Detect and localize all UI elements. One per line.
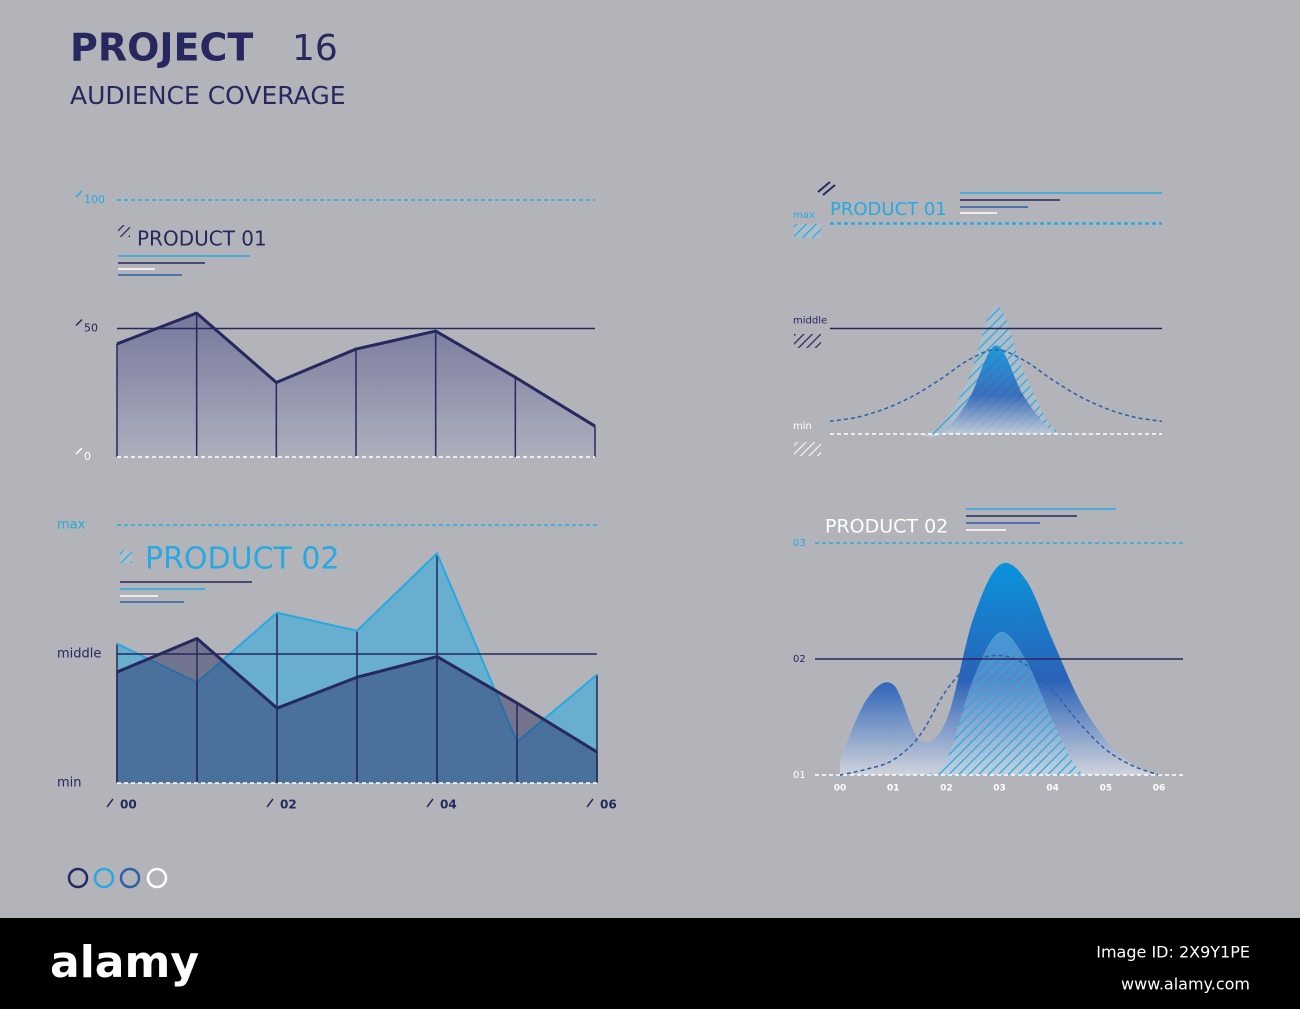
x-tick-label: 00: [834, 784, 847, 794]
x-tick-label: 05: [1100, 784, 1113, 794]
y-tick-label: 50: [84, 322, 98, 335]
x-tick-slash: [106, 798, 114, 808]
footer-bar: [0, 918, 1300, 1009]
tick-slash: [75, 447, 83, 455]
density-curve: [829, 348, 1163, 423]
density-area: [840, 631, 1159, 777]
x-tick-label: 01: [887, 784, 900, 794]
y-tick-label: 03: [793, 538, 806, 549]
y-tick-label: 02: [793, 654, 806, 665]
x-tick-label: 02: [940, 784, 953, 794]
y-tick-label: middle: [793, 316, 827, 327]
title: PROJECT: [70, 26, 253, 70]
x-tick-slash: [266, 798, 274, 808]
density-area: [830, 345, 1162, 437]
decor: [118, 181, 1162, 603]
x-tick-label: 00: [120, 798, 137, 812]
x-tick-slash: [586, 798, 594, 808]
chart-title: PRODUCT 01: [137, 227, 267, 251]
y-tick-label: 100: [84, 193, 105, 206]
x-tick-label: 02: [280, 798, 297, 812]
x-tick-label: 06: [600, 798, 617, 812]
y-tick-label: middle: [57, 647, 101, 662]
tick-slash: [75, 318, 83, 327]
footer-url: www.alamy.com: [1121, 975, 1250, 994]
area-line: [116, 311, 596, 428]
x-tick-label: 06: [1153, 784, 1166, 794]
chart-title: PRODUCT 01: [830, 199, 947, 220]
y-tick-label: max: [793, 210, 815, 221]
footer-image-id: Image ID: 2X9Y1PE: [1096, 943, 1250, 962]
footer-logo: alamy: [50, 937, 199, 988]
chart-title: PRODUCT 02: [825, 516, 948, 538]
subtitle: AUDIENCE COVERAGE: [70, 81, 346, 110]
density-curve: [839, 654, 1160, 776]
x-tick-label: 04: [440, 798, 457, 812]
x-tick-slash: [426, 798, 434, 808]
y-tick-label: max: [57, 518, 86, 533]
area-line: [116, 637, 598, 754]
y-tick-label: min: [57, 776, 82, 791]
x-tick-label: 04: [1046, 784, 1059, 794]
x-tick-label: 03: [993, 784, 1006, 794]
chart-title: PRODUCT 02: [145, 542, 340, 577]
title-number: 16: [292, 28, 338, 69]
y-tick-label: 0: [84, 450, 91, 463]
pager-dots: [67, 867, 168, 889]
y-tick-label: min: [793, 421, 812, 432]
y-tick-label: 01: [793, 770, 806, 781]
tick-slash: [75, 190, 83, 198]
